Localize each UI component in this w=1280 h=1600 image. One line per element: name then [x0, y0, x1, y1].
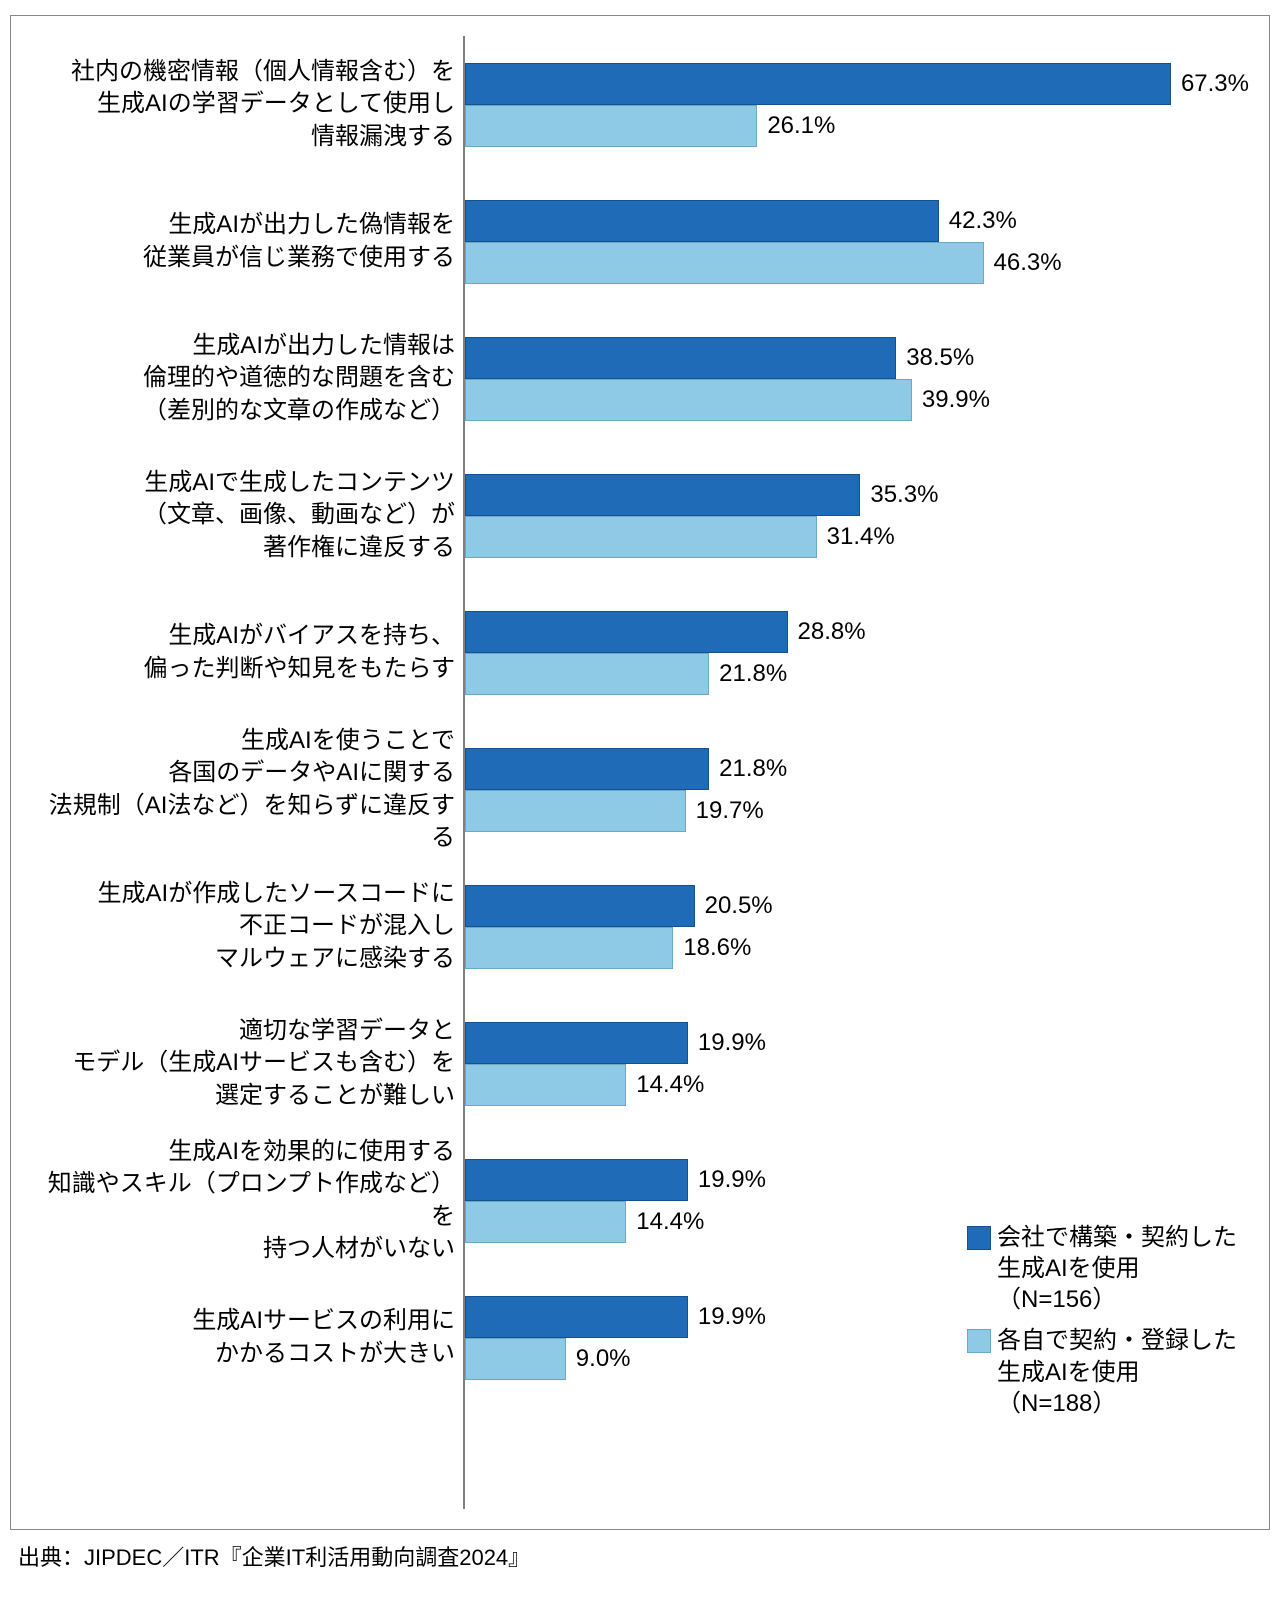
category-label-group: 生成AIで生成したコンテンツ （文章、画像、動画など）が 著作権に違反する: [31, 447, 463, 584]
legend-item-company: 会社で構築・契約した 生成AIを使用 （N=156）: [967, 1222, 1237, 1316]
bar-individual: [465, 242, 984, 284]
bar-company: [465, 200, 939, 242]
category-label: 生成AIが作成したソースコードに 不正コードが混入し マルウェアに感染する: [31, 878, 463, 975]
value-label: 20.5%: [705, 892, 773, 920]
bar-company: [465, 1022, 688, 1064]
category-label: 生成AIが出力した偽情報を 従業員が信じ業務で使用する: [31, 209, 463, 274]
bar-row: 18.6%: [465, 927, 1249, 969]
category-label: 生成AIを効果的に使用する 知識やスキル（プロンプト作成など）を 持つ人材がいな…: [31, 1136, 463, 1266]
legend-label-individual: 各自で契約・登録した 生成AIを使用 （N=188）: [997, 1325, 1237, 1419]
bar-individual: [465, 790, 686, 832]
category-label: 生成AIで生成したコンテンツ （文章、画像、動画など）が 著作権に違反する: [31, 467, 463, 564]
bar-group: 19.9% 14.4%: [465, 995, 1249, 1132]
value-label: 14.4%: [636, 1208, 704, 1236]
bar-group: 67.3% 26.1%: [465, 36, 1249, 173]
value-label: 19.9%: [698, 1029, 766, 1057]
legend-label-company: 会社で構築・契約した 生成AIを使用 （N=156）: [997, 1222, 1237, 1316]
value-label: 21.8%: [719, 755, 787, 783]
category-label-group: 生成AIサービスの利用に かかるコストが大きい: [31, 1269, 463, 1406]
bar-company: [465, 1296, 688, 1338]
chart-frame: 社内の機密情報（個人情報含む）を 生成AIの学習データとして使用し 情報漏洩する…: [10, 15, 1270, 1530]
category-label-group: 生成AIが出力した情報は 倫理的や道徳的な問題を含む （差別的な文章の作成など）: [31, 310, 463, 447]
bar-individual: [465, 927, 673, 969]
value-label: 35.3%: [870, 481, 938, 509]
value-label: 42.3%: [949, 207, 1017, 235]
bar-company: [465, 611, 788, 653]
bar-company: [465, 1159, 688, 1201]
bar-row: 19.9%: [465, 1159, 1249, 1201]
category-label-group: 生成AIが出力した偽情報を 従業員が信じ業務で使用する: [31, 173, 463, 310]
bar-row: 38.5%: [465, 337, 1249, 379]
category-label-group: 社内の機密情報（個人情報含む）を 生成AIの学習データとして使用し 情報漏洩する: [31, 36, 463, 173]
bar-group: 42.3% 46.3%: [465, 173, 1249, 310]
bar-individual: [465, 1064, 626, 1106]
bar-row: 31.4%: [465, 516, 1249, 558]
category-label-group: 生成AIがバイアスを持ち、 偏った判断や知見をもたらす: [31, 584, 463, 721]
bar-individual: [465, 105, 757, 147]
bar-row: 46.3%: [465, 242, 1249, 284]
bar-row: 26.1%: [465, 105, 1249, 147]
bar-row: 42.3%: [465, 200, 1249, 242]
legend: 会社で構築・契約した 生成AIを使用 （N=156） 各自で契約・登録した 生成…: [967, 1222, 1237, 1429]
bar-row: 28.8%: [465, 611, 1249, 653]
bar-row: 19.9%: [465, 1022, 1249, 1064]
bar-row: 35.3%: [465, 474, 1249, 516]
value-label: 26.1%: [767, 112, 835, 140]
bar-row: 14.4%: [465, 1064, 1249, 1106]
legend-swatch-company: [967, 1226, 991, 1250]
bar-company: [465, 63, 1171, 105]
bar-group: 38.5% 39.9%: [465, 310, 1249, 447]
category-label: 生成AIが出力した情報は 倫理的や道徳的な問題を含む （差別的な文章の作成など）: [31, 330, 463, 427]
category-label: 適切な学習データと モデル（生成AIサービスも含む）を 選定することが難しい: [31, 1015, 463, 1112]
bar-row: 21.8%: [465, 748, 1249, 790]
bar-individual: [465, 379, 912, 421]
category-label-group: 生成AIが作成したソースコードに 不正コードが混入し マルウェアに感染する: [31, 858, 463, 995]
bar-row: 39.9%: [465, 379, 1249, 421]
bar-row: 19.7%: [465, 790, 1249, 832]
bar-company: [465, 337, 896, 379]
value-label: 9.0%: [576, 1345, 631, 1373]
category-label-group: 生成AIを効果的に使用する 知識やスキル（プロンプト作成など）を 持つ人材がいな…: [31, 1132, 463, 1269]
value-label: 39.9%: [922, 386, 990, 414]
value-label: 19.7%: [696, 797, 764, 825]
bar-group: 28.8% 21.8%: [465, 584, 1249, 721]
value-label: 67.3%: [1181, 70, 1249, 98]
category-label-group: 適切な学習データと モデル（生成AIサービスも含む）を 選定することが難しい: [31, 995, 463, 1132]
bar-group: 20.5% 18.6%: [465, 858, 1249, 995]
bar-individual: [465, 653, 709, 695]
value-label: 19.9%: [698, 1303, 766, 1331]
value-label: 21.8%: [719, 660, 787, 688]
bar-individual: [465, 1201, 626, 1243]
value-label: 31.4%: [827, 523, 895, 551]
bar-company: [465, 474, 860, 516]
value-label: 19.9%: [698, 1166, 766, 1194]
value-label: 46.3%: [994, 249, 1062, 277]
value-label: 38.5%: [906, 344, 974, 372]
category-label: 社内の機密情報（個人情報含む）を 生成AIの学習データとして使用し 情報漏洩する: [31, 56, 463, 153]
category-labels-column: 社内の機密情報（個人情報含む）を 生成AIの学習データとして使用し 情報漏洩する…: [31, 36, 463, 1509]
source-citation: 出典：JIPDEC／ITR『企業IT利活用動向調査2024』: [18, 1540, 530, 1572]
category-label: 生成AIサービスの利用に かかるコストが大きい: [31, 1305, 463, 1370]
category-label: 生成AIを使うことで 各国のデータやAIに関する 法規制（AI法など）を知らずに…: [31, 725, 463, 855]
value-label: 14.4%: [636, 1071, 704, 1099]
legend-swatch-individual: [967, 1329, 991, 1353]
bar-row: 21.8%: [465, 653, 1249, 695]
bar-row: 67.3%: [465, 63, 1249, 105]
bar-group: 35.3% 31.4%: [465, 447, 1249, 584]
legend-item-individual: 各自で契約・登録した 生成AIを使用 （N=188）: [967, 1325, 1237, 1419]
bar-company: [465, 748, 709, 790]
category-label: 生成AIがバイアスを持ち、 偏った判断や知見をもたらす: [31, 620, 463, 685]
bar-individual: [465, 1338, 566, 1380]
bar-individual: [465, 516, 817, 558]
bar-row: 20.5%: [465, 885, 1249, 927]
value-label: 18.6%: [683, 934, 751, 962]
category-label-group: 生成AIを使うことで 各国のデータやAIに関する 法規制（AI法など）を知らずに…: [31, 721, 463, 858]
bar-group: 21.8% 19.7%: [465, 721, 1249, 858]
value-label: 28.8%: [798, 618, 866, 646]
bar-company: [465, 885, 695, 927]
